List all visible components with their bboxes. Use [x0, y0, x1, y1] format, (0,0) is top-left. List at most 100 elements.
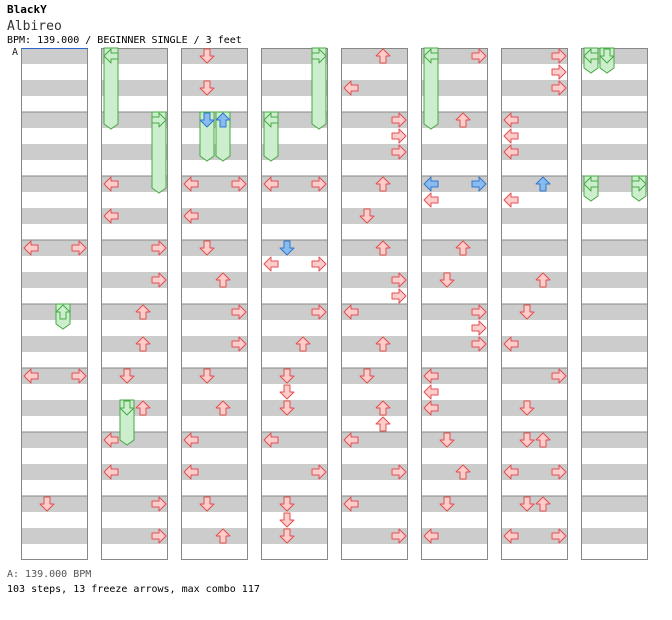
- step-arrow-up: [375, 240, 391, 256]
- beat-stripe: [341, 272, 408, 288]
- step-arrow-left: [263, 176, 279, 192]
- beat-stripe: [501, 464, 568, 480]
- beat-stripe: [581, 272, 648, 288]
- step-arrow-down: [199, 112, 215, 128]
- beat-stripe: [101, 464, 168, 480]
- step-arrow-down: [439, 272, 455, 288]
- chart-column: [21, 48, 88, 560]
- beat-stripe: [101, 144, 168, 160]
- step-arrow-left: [503, 528, 519, 544]
- beat-stripe: [501, 112, 568, 128]
- step-arrow-right: [391, 272, 407, 288]
- beat-stripe: [501, 80, 568, 96]
- step-arrow-left: [423, 192, 439, 208]
- step-arrow-left: [23, 240, 39, 256]
- beat-stripe: [501, 208, 568, 224]
- step-arrow-up: [215, 112, 231, 128]
- step-arrow-down: [599, 48, 615, 64]
- beat-stripe: [21, 400, 88, 416]
- step-arrow-left: [103, 208, 119, 224]
- beat-stripe: [581, 240, 648, 256]
- beat-stripe: [421, 176, 488, 192]
- step-arrow-up: [135, 336, 151, 352]
- beat-stripe: [581, 528, 648, 544]
- beat-stripe: [21, 528, 88, 544]
- step-arrow-right: [391, 464, 407, 480]
- step-arrow-down: [359, 368, 375, 384]
- step-arrow-left: [423, 48, 439, 64]
- column-border: [101, 48, 168, 560]
- step-arrow-left: [503, 464, 519, 480]
- beat-stripe: [101, 272, 168, 288]
- beat-stripe: [581, 400, 648, 416]
- step-arrow-left: [183, 464, 199, 480]
- step-arrow-right: [231, 176, 247, 192]
- column-border: [421, 48, 488, 560]
- beat-stripe: [261, 336, 328, 352]
- beat-stripe: [421, 336, 488, 352]
- beat-stripe: [181, 528, 248, 544]
- step-arrow-left: [103, 432, 119, 448]
- beat-stripe: [21, 176, 88, 192]
- step-arrow-up: [215, 400, 231, 416]
- freeze-arrow-body: [311, 47, 327, 130]
- beat-stripe: [181, 400, 248, 416]
- beat-stripe: [501, 336, 568, 352]
- beat-stripe: [21, 304, 88, 320]
- freeze-arrow-body: [151, 111, 167, 194]
- beat-stripe: [341, 112, 408, 128]
- step-arrow-right: [71, 368, 87, 384]
- step-arrow-right: [391, 288, 407, 304]
- step-arrow-right: [391, 144, 407, 160]
- step-arrow-right: [551, 464, 567, 480]
- beat-stripe: [421, 208, 488, 224]
- step-arrow-up: [375, 48, 391, 64]
- step-arrow-down: [199, 240, 215, 256]
- beat-stripe: [21, 112, 88, 128]
- step-arrow-right: [71, 240, 87, 256]
- step-arrow-down: [199, 48, 215, 64]
- step-chart: [21, 47, 648, 560]
- step-arrow-left: [423, 528, 439, 544]
- beat-stripe: [181, 272, 248, 288]
- step-arrow-left: [503, 112, 519, 128]
- beat-stripe: [181, 432, 248, 448]
- step-arrow-down: [439, 432, 455, 448]
- step-arrow-left: [183, 432, 199, 448]
- column-border: [261, 48, 328, 560]
- step-arrow-down: [519, 400, 535, 416]
- step-arrow-up: [375, 176, 391, 192]
- song-title: Albireo: [7, 19, 62, 34]
- step-arrow-left: [423, 384, 439, 400]
- step-arrow-right: [151, 272, 167, 288]
- step-arrow-down: [199, 80, 215, 96]
- step-arrow-down: [39, 496, 55, 512]
- step-arrow-right: [551, 64, 567, 80]
- step-arrow-up: [535, 176, 551, 192]
- beat-stripe: [21, 336, 88, 352]
- beat-stripe: [421, 304, 488, 320]
- step-arrow-right: [391, 528, 407, 544]
- beat-stripe: [501, 144, 568, 160]
- beat-stripe: [341, 400, 408, 416]
- beat-stripe: [21, 208, 88, 224]
- step-arrow-right: [551, 48, 567, 64]
- beat-stripe: [261, 48, 328, 64]
- beat-stripe: [581, 336, 648, 352]
- beat-stripe: [501, 176, 568, 192]
- beat-stripe: [581, 80, 648, 96]
- step-arrow-down: [279, 496, 295, 512]
- step-arrow-left: [263, 432, 279, 448]
- beat-stripe: [181, 304, 248, 320]
- step-arrow-right: [471, 336, 487, 352]
- step-arrow-down: [439, 496, 455, 512]
- step-arrow-left: [263, 256, 279, 272]
- step-arrow-down: [279, 384, 295, 400]
- beat-stripe: [501, 272, 568, 288]
- step-arrow-right: [471, 48, 487, 64]
- step-arrow-left: [503, 192, 519, 208]
- step-arrow-right: [311, 256, 327, 272]
- step-arrow-right: [471, 304, 487, 320]
- column-border: [501, 48, 568, 560]
- beat-stripe: [21, 240, 88, 256]
